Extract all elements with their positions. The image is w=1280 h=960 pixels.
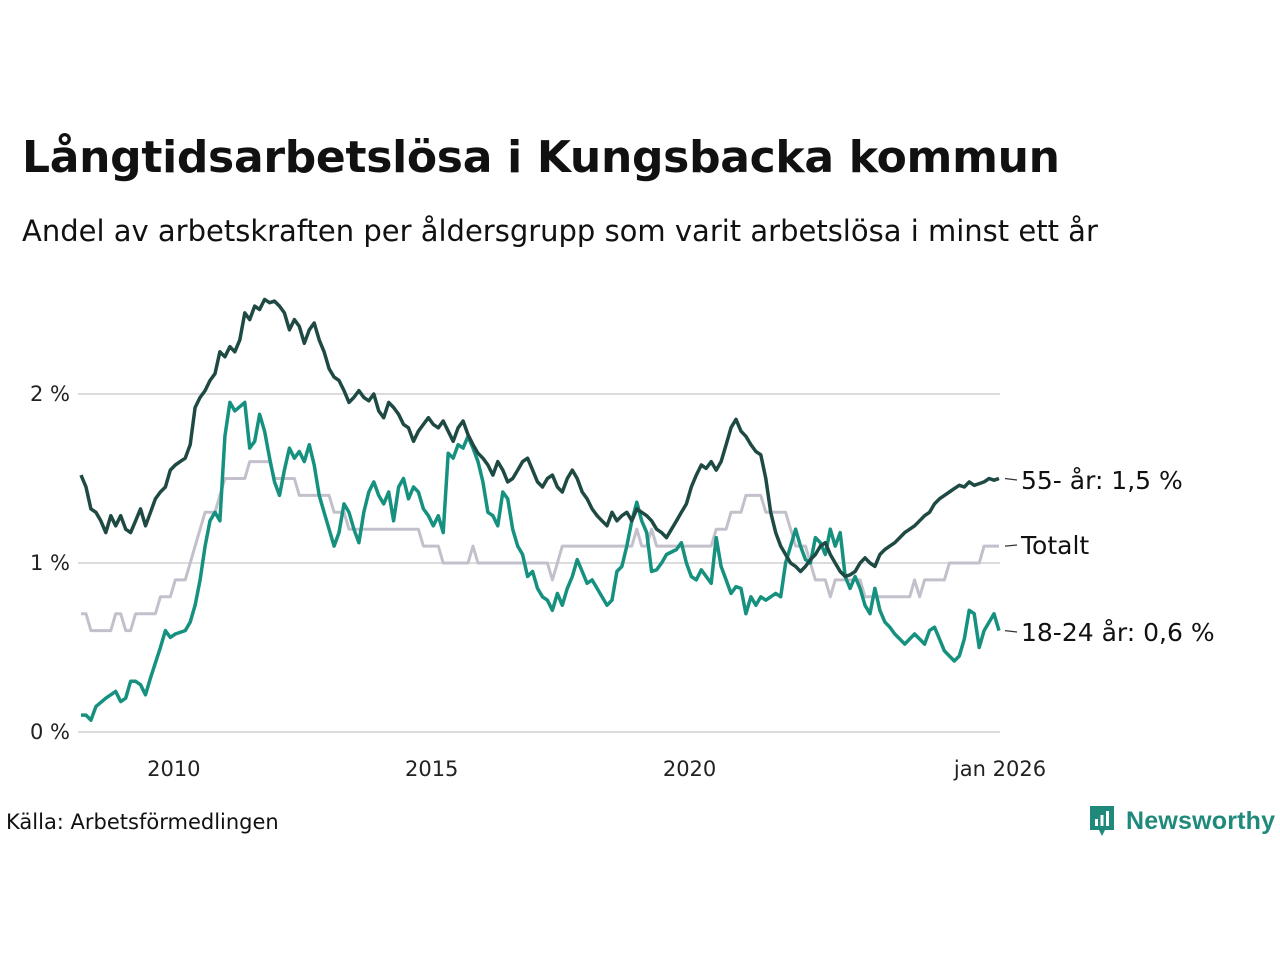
- series-layer: [79, 297, 1001, 722]
- end-label-0: Totalt: [1020, 531, 1089, 560]
- end-label-leader: [1004, 630, 1018, 633]
- end-label-2: 55- år: 1,5 %: [1021, 466, 1183, 495]
- y-tick-label: 0 %: [30, 720, 70, 744]
- end-label-leader: [1004, 477, 1018, 481]
- page-title: Långtidsarbetslösa i Kungsbacka kommun: [22, 132, 1060, 183]
- brand-logo[interactable]: Newsworthy: [1088, 804, 1275, 838]
- axis-layer: 0 % 1 % 2 % 2010 2015 2020 jan 2026: [30, 382, 1046, 781]
- y-tick-label: 2 %: [30, 382, 70, 406]
- x-tick-label: 2020: [663, 757, 716, 781]
- x-tick-label: jan 2026: [953, 757, 1046, 781]
- series-line-0: [81, 460, 999, 633]
- series-line-2: [79, 297, 1000, 579]
- x-tick-label: 2010: [147, 757, 200, 781]
- newsworthy-logo-icon: [1090, 806, 1114, 836]
- series-line-1: [81, 400, 1001, 722]
- end-label-1: 18-24 år: 0,6 %: [1021, 618, 1215, 647]
- source-note: Källa: Arbetsförmedlingen: [6, 810, 279, 834]
- end-label-leader: [1004, 544, 1018, 547]
- y-tick-label: 1 %: [30, 551, 70, 575]
- page-subtitle: Andel av arbetskraften per åldersgrupp s…: [22, 214, 1098, 248]
- brand-name: Newsworthy: [1126, 806, 1276, 835]
- x-tick-label: 2015: [405, 757, 458, 781]
- label-layer: Totalt 18-24 år: 0,6 % 55- år: 1,5 %: [1004, 466, 1215, 647]
